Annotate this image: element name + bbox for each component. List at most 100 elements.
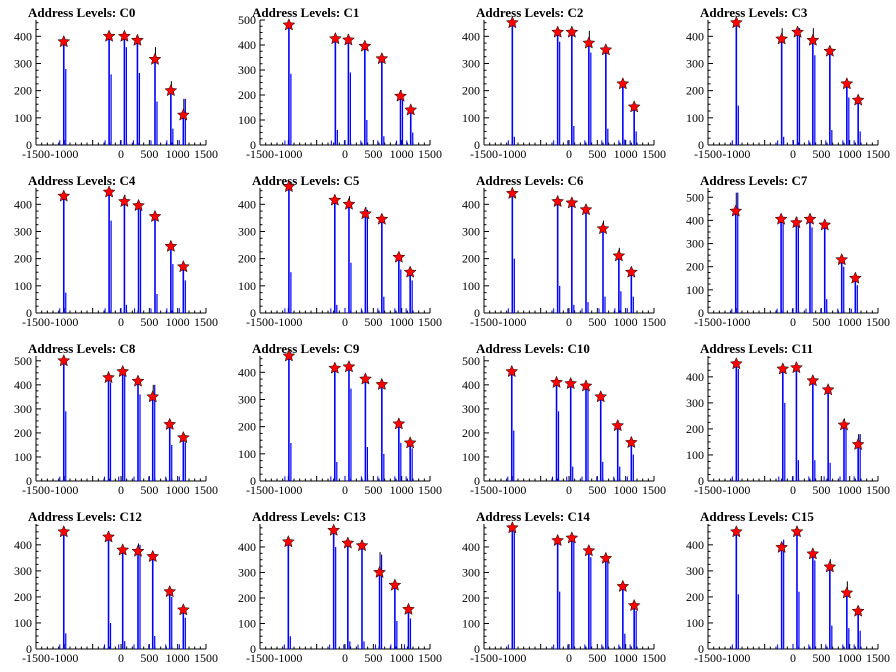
x-tick-label: -1000 xyxy=(274,147,302,161)
y-tick-label: 200 xyxy=(686,84,704,98)
level-marker xyxy=(394,89,408,102)
level-marker xyxy=(551,533,565,547)
y-tick-label: 300 xyxy=(238,565,256,579)
panel-title: Address Levels: C5 xyxy=(252,173,360,188)
y-tick-label: 0 xyxy=(474,138,480,152)
y-tick-label: 400 xyxy=(462,197,480,211)
level-marker xyxy=(176,259,190,273)
x-tick-label: -1000 xyxy=(722,651,750,665)
panel-c12: Address Levels: C12 0 100 200 300 400 -1500 -10… xyxy=(14,509,218,665)
level-marker xyxy=(505,15,519,29)
level-marker xyxy=(599,43,613,56)
y-tick-label: 300 xyxy=(14,402,32,416)
x-tick-label: 0 xyxy=(342,483,348,497)
y-tick-label: 100 xyxy=(14,279,32,293)
x-tick-label: 1500 xyxy=(866,483,890,497)
y-tick-label: 300 xyxy=(686,564,704,578)
y-tick-label: 400 xyxy=(238,38,256,52)
y-tick-label: 300 xyxy=(686,237,704,251)
y-tick-label: 0 xyxy=(26,306,32,320)
panel-c3: Address Levels: C3 0 100 200 300 400 -1500 -100… xyxy=(686,5,890,161)
level-marker xyxy=(116,543,130,556)
panel-c9: Address Levels: C9 0 100 200 300 400 -1500 -100… xyxy=(238,341,442,497)
level-marker xyxy=(403,436,417,449)
level-marker xyxy=(729,204,743,217)
x-tick-label: -1500 xyxy=(22,483,50,497)
y-tick-label: 0 xyxy=(250,138,256,152)
x-tick-label: 1500 xyxy=(418,651,442,665)
y-tick-label: 100 xyxy=(14,111,32,125)
x-tick-label: -1000 xyxy=(274,651,302,665)
level-marker xyxy=(789,360,803,374)
y-tick-label: 300 xyxy=(686,396,704,410)
x-tick-label: -1500 xyxy=(246,147,274,161)
x-tick-label: 0 xyxy=(566,315,572,329)
x-tick-label: -1000 xyxy=(498,483,526,497)
x-tick-label: 1000 xyxy=(838,651,862,665)
panel-c5: Address Levels: C5 0 100 200 300 400 -1500 -100… xyxy=(238,173,442,329)
level-marker xyxy=(404,103,418,116)
x-tick-label: 1500 xyxy=(418,147,442,161)
y-tick-label: 200 xyxy=(14,252,32,266)
level-marker xyxy=(117,194,131,208)
y-tick-label: 300 xyxy=(238,224,256,238)
x-tick-label: 1000 xyxy=(166,147,190,161)
x-tick-label: -1500 xyxy=(22,147,50,161)
panel-c1: Address Levels: C1 0 100 200 300 400 500 -1500-… xyxy=(238,5,442,161)
panel-title: Address Levels: C4 xyxy=(28,173,136,188)
x-tick-label: 1500 xyxy=(194,147,218,161)
level-marker xyxy=(373,565,387,579)
x-tick-label: -1500 xyxy=(470,315,498,329)
panel-c0: Address Levels: C0 0 100 200 300 400 -1500 -100… xyxy=(14,5,218,161)
level-marker xyxy=(823,560,837,573)
level-marker xyxy=(132,198,146,212)
y-tick-label: 100 xyxy=(238,279,256,293)
y-tick-label: 300 xyxy=(462,565,480,579)
level-marker xyxy=(392,250,406,263)
x-tick-label: 1500 xyxy=(642,651,666,665)
x-tick-label: -1000 xyxy=(498,147,526,161)
y-tick-label: 300 xyxy=(238,392,256,406)
x-tick-label: -1000 xyxy=(722,315,750,329)
y-tick-label: 0 xyxy=(250,642,256,656)
level-marker xyxy=(57,524,71,538)
panel-c2: Address Levels: C2 0 100 200 300 400 -1500 -100… xyxy=(462,5,666,161)
x-tick-label: 0 xyxy=(342,315,348,329)
level-marker xyxy=(821,383,835,396)
y-tick-label: 500 xyxy=(14,354,32,368)
level-marker xyxy=(131,374,145,387)
level-marker xyxy=(551,25,565,38)
x-tick-label: 500 xyxy=(812,483,830,497)
y-tick-label: 0 xyxy=(26,138,32,152)
y-tick-label: 0 xyxy=(698,306,704,320)
y-tick-label: 100 xyxy=(462,279,480,293)
y-tick-label: 500 xyxy=(462,354,480,368)
y-tick-label: 400 xyxy=(14,378,32,392)
y-tick-label: 200 xyxy=(686,422,704,436)
level-marker xyxy=(163,584,177,598)
level-marker xyxy=(102,185,116,198)
x-tick-label: 500 xyxy=(140,147,158,161)
x-tick-label: 0 xyxy=(118,315,124,329)
y-tick-label: 300 xyxy=(686,56,704,70)
level-marker xyxy=(624,435,638,449)
y-tick-label: 0 xyxy=(474,474,480,488)
x-tick-label: 1500 xyxy=(194,651,218,665)
level-marker xyxy=(57,353,71,367)
y-tick-label: 100 xyxy=(238,447,256,461)
y-tick-label: 400 xyxy=(14,197,32,211)
x-tick-label: 1500 xyxy=(642,483,666,497)
y-tick-label: 200 xyxy=(238,88,256,102)
x-tick-label: 1500 xyxy=(194,483,218,497)
level-marker xyxy=(375,51,389,65)
y-tick-label: 400 xyxy=(686,29,704,43)
x-tick-label: 1500 xyxy=(866,147,890,161)
y-tick-label: 400 xyxy=(14,538,32,552)
level-marker xyxy=(851,93,865,106)
panel-c11: Address Levels: C11 0 100 200 300 400 -1500 -10… xyxy=(686,341,890,497)
x-tick-label: 1000 xyxy=(390,315,414,329)
x-tick-label: 1000 xyxy=(390,147,414,161)
x-tick-label: -1500 xyxy=(22,315,50,329)
panel-title: Address Levels: C0 xyxy=(28,5,135,20)
level-marker xyxy=(579,379,593,392)
